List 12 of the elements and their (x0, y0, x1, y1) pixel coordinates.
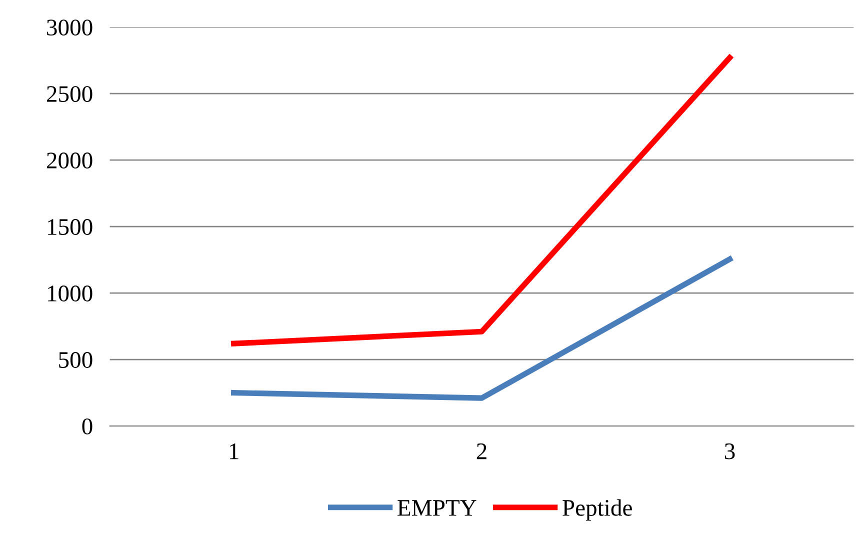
x-tick-label: 3 (724, 443, 735, 460)
y-tick-label: 500 (59, 352, 92, 368)
legend-label: EMPTY (398, 500, 476, 516)
y-tick-label: 1500 (48, 219, 92, 235)
y-tick-label: 3000 (47, 20, 92, 36)
y-tick-label: 0 (82, 418, 92, 434)
legend-label: Peptide (562, 499, 632, 521)
x-tick-label: 1 (230, 443, 238, 460)
y-tick-label: 1000 (48, 286, 92, 302)
y-tick-label: 2000 (46, 152, 92, 168)
x-tick-label: 2 (476, 443, 486, 460)
y-tick-label: 2500 (46, 86, 92, 102)
